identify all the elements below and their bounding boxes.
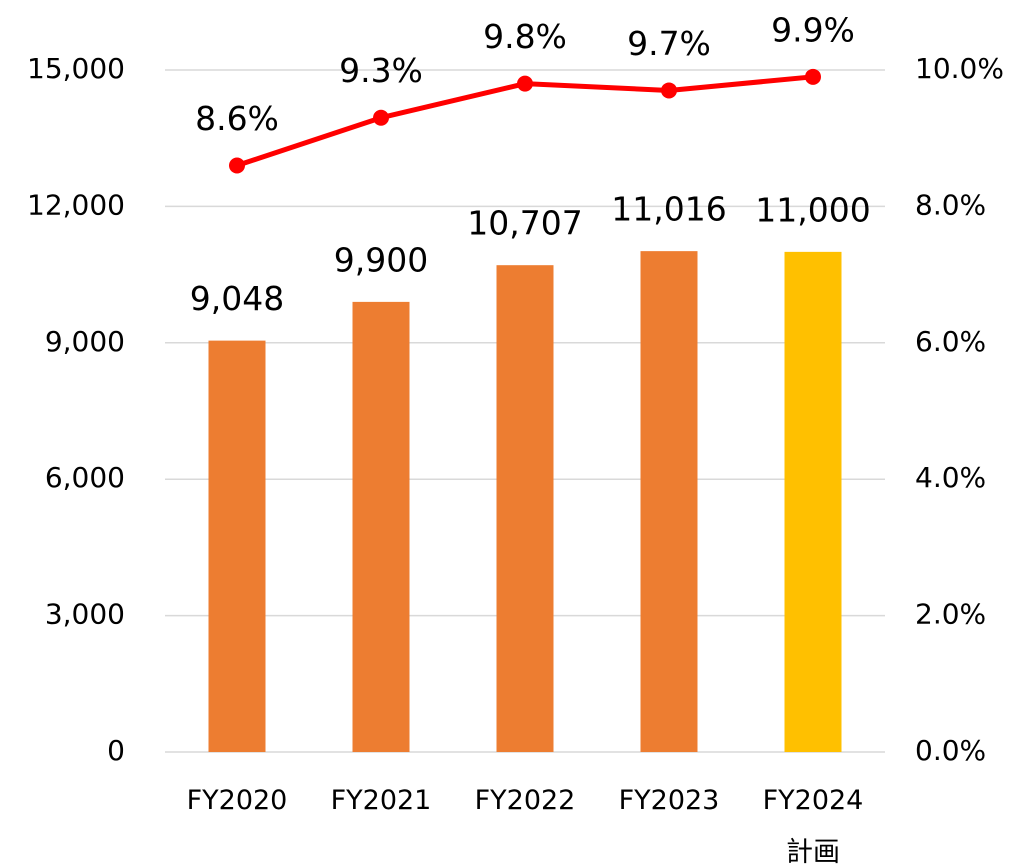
y2-tick-label: 6.0% bbox=[915, 325, 986, 358]
line-value-label: 9.3% bbox=[339, 51, 423, 90]
bar-value-label: 9,900 bbox=[334, 240, 428, 279]
y2-tick-label: 4.0% bbox=[915, 461, 986, 494]
line-value-label: 8.6% bbox=[195, 99, 279, 138]
bar-value-label: 9,048 bbox=[190, 279, 284, 318]
x-tick-label: FY2024 計画 bbox=[762, 785, 864, 868]
x-tick-label: FY2021 bbox=[330, 785, 432, 816]
line-value-label: 9.7% bbox=[627, 24, 711, 63]
bar-value-label: 11,000 bbox=[755, 190, 870, 229]
y-tick-label: 15,000 bbox=[27, 52, 125, 85]
bar bbox=[784, 251, 842, 752]
y-tick-label: 3,000 bbox=[45, 598, 125, 631]
y2-tick-label: 0.0% bbox=[915, 734, 986, 767]
bar-value-label: 11,016 bbox=[611, 190, 726, 229]
bar bbox=[640, 251, 698, 752]
y-tick-label: 9,000 bbox=[45, 325, 125, 358]
line-point bbox=[373, 109, 389, 126]
line-value-label: 9.9% bbox=[771, 10, 855, 49]
y-tick-label: 12,000 bbox=[27, 188, 125, 221]
line-point bbox=[661, 82, 677, 99]
y2-tick-label: 10.0% bbox=[915, 52, 1004, 85]
x-tick-label: FY2020 bbox=[186, 785, 288, 816]
y-tick-label: 0 bbox=[107, 734, 125, 767]
line-value-label: 9.8% bbox=[483, 17, 567, 56]
bar bbox=[496, 265, 554, 752]
y2-tick-label: 2.0% bbox=[915, 598, 986, 631]
line-point bbox=[805, 68, 821, 85]
bar bbox=[352, 301, 410, 752]
bar bbox=[208, 340, 266, 752]
x-tick-label: FY2022 bbox=[474, 785, 576, 816]
x-tick-label: FY2023 bbox=[618, 785, 720, 816]
y2-tick-label: 8.0% bbox=[915, 188, 986, 221]
bar-value-label: 10,707 bbox=[467, 204, 582, 243]
line-point bbox=[229, 157, 245, 174]
line-point bbox=[517, 75, 533, 92]
y-tick-label: 6,000 bbox=[45, 461, 125, 494]
